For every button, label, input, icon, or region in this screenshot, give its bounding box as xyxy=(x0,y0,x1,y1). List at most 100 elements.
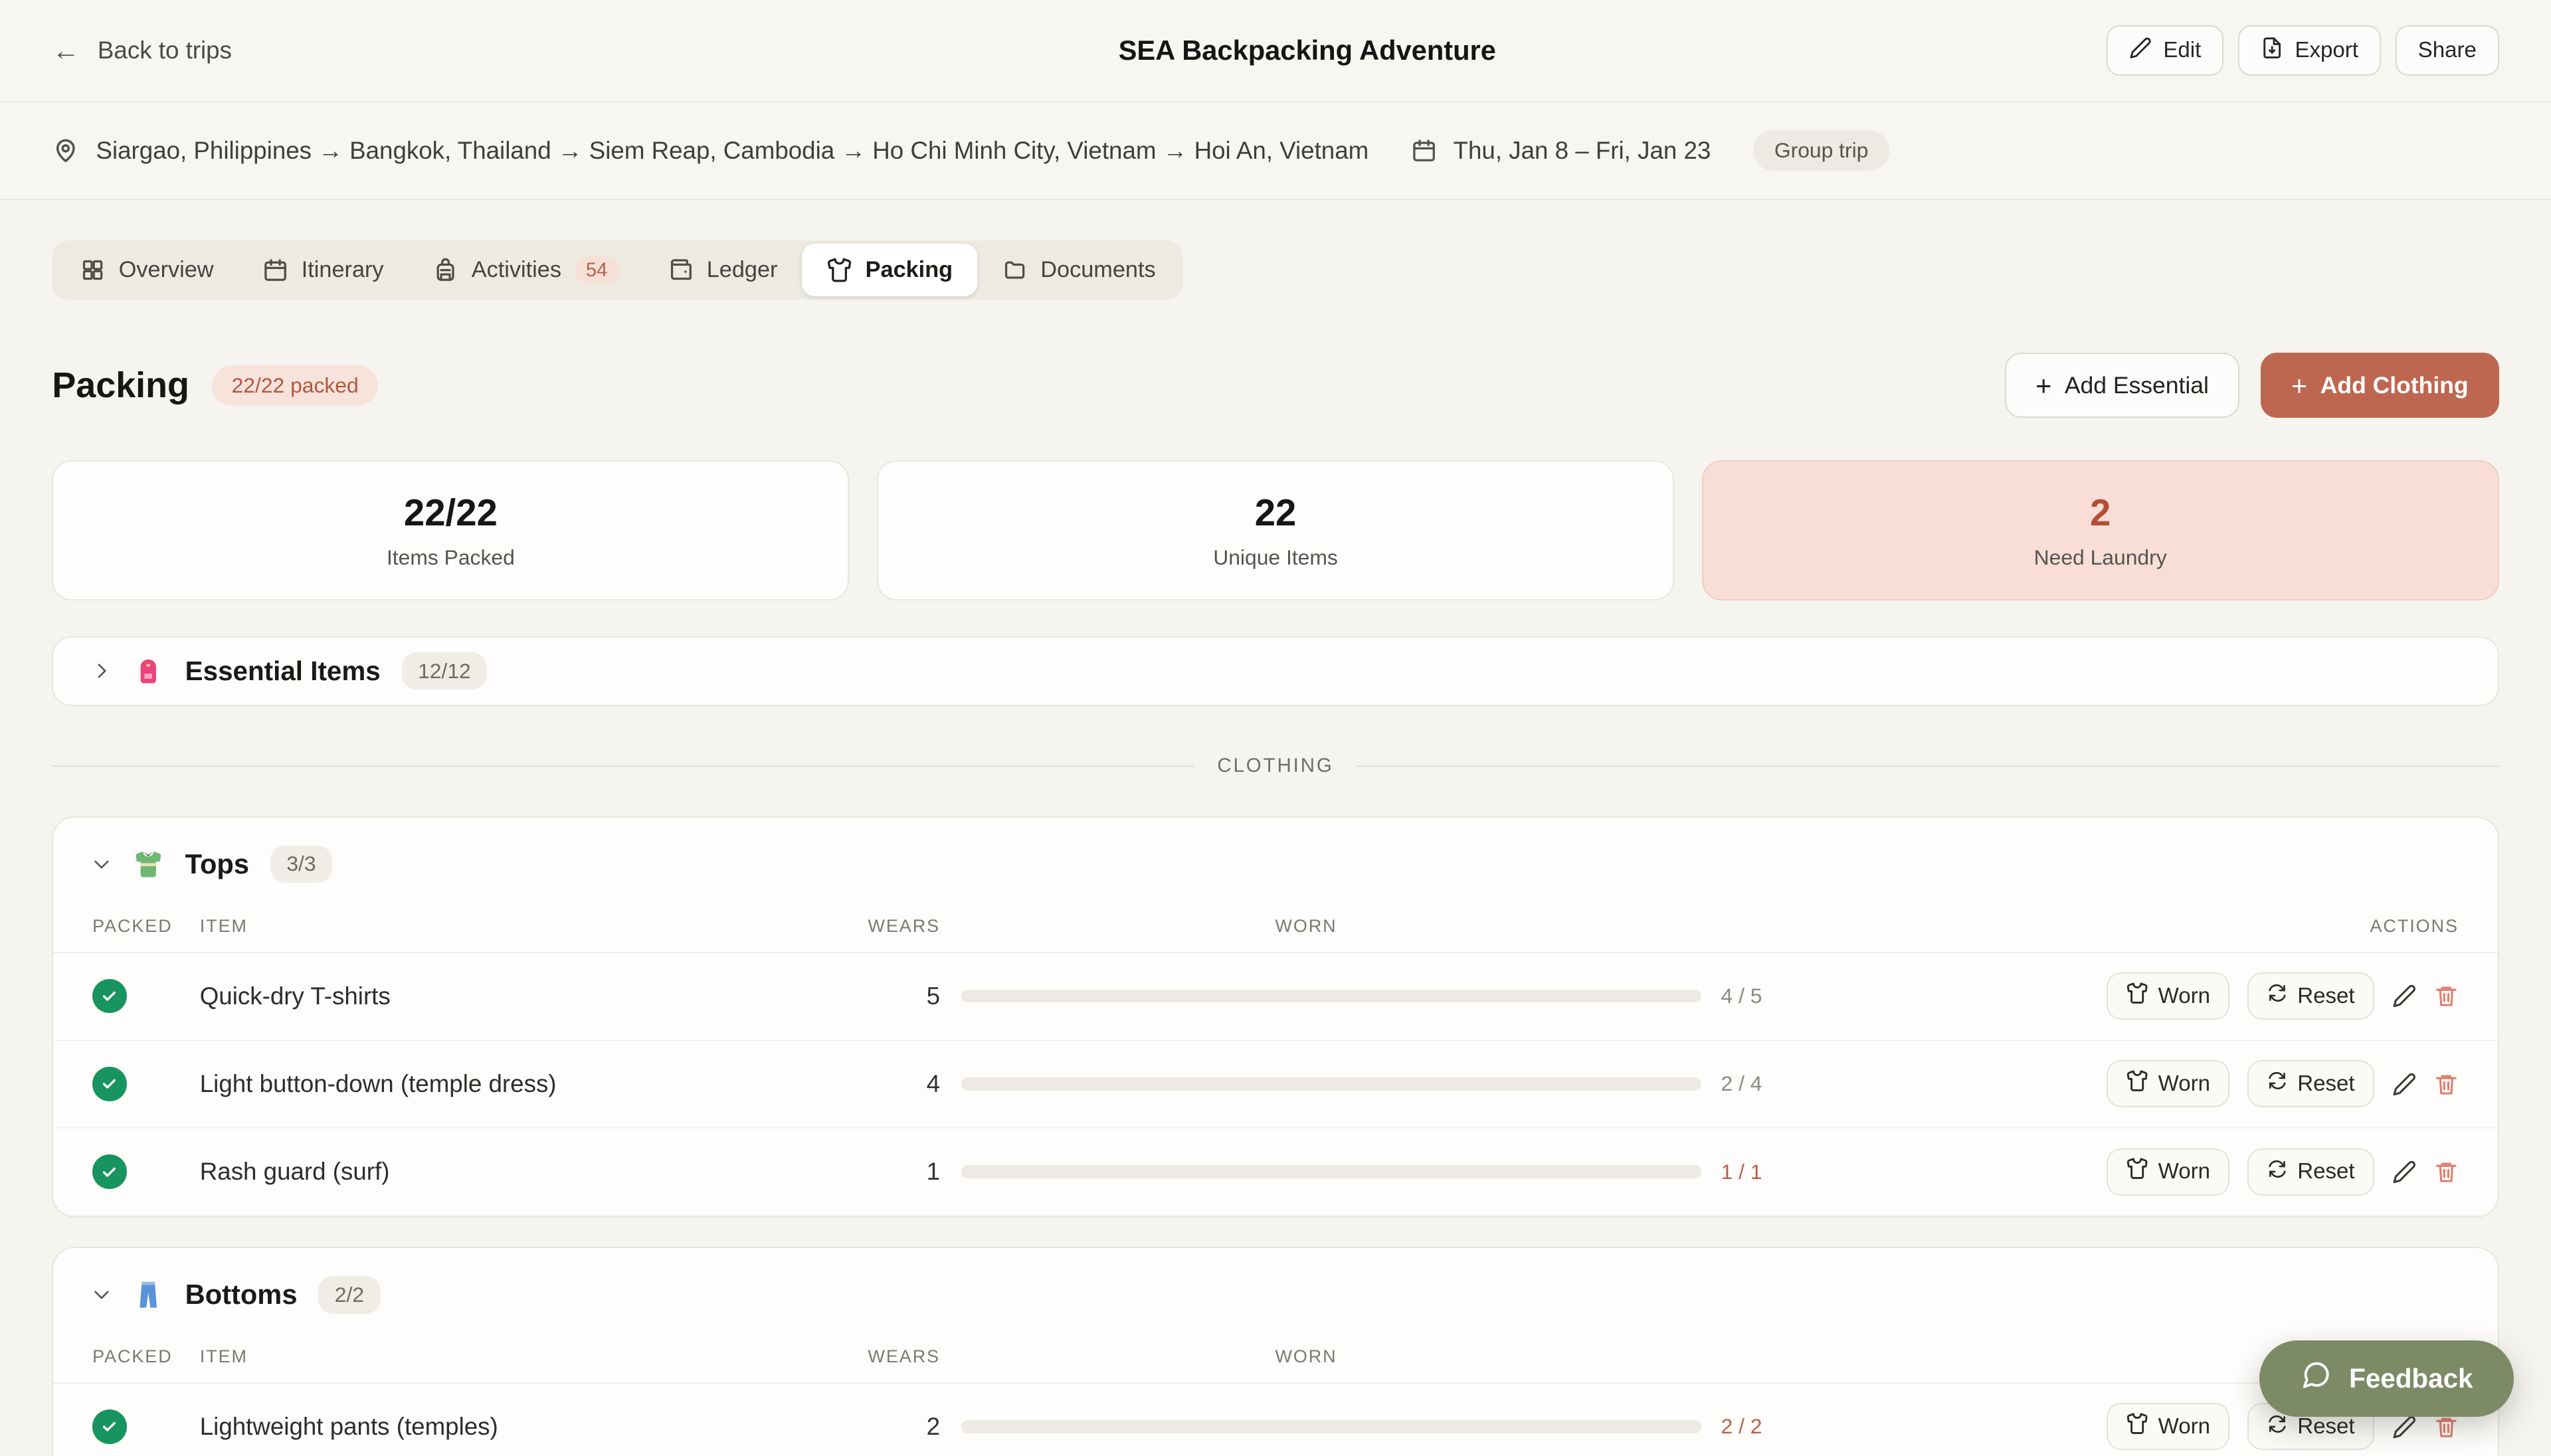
stat-label: Unique Items xyxy=(1213,545,1338,569)
worn-button[interactable]: Worn xyxy=(2106,1403,2229,1451)
export-button[interactable]: Export xyxy=(2238,25,2381,76)
edit-item-button[interactable] xyxy=(2392,1160,2417,1184)
tab-itinerary[interactable]: Itinerary xyxy=(238,244,408,296)
tab-label: Itinerary xyxy=(301,257,384,283)
delete-item-button[interactable] xyxy=(2434,1160,2459,1184)
column-header-packed: PACKED xyxy=(92,915,173,936)
clothing-group-header[interactable]: Tops 3/3 xyxy=(53,818,2497,901)
grid-icon xyxy=(80,257,106,283)
worn-button[interactable]: Worn xyxy=(2106,972,2229,1020)
tab-activities[interactable]: Activities 54 xyxy=(408,244,643,296)
reset-button-label: Reset xyxy=(2297,1159,2355,1184)
plus-icon: + xyxy=(2035,369,2052,401)
refresh-icon xyxy=(2267,982,2288,1010)
stat-value: 22 xyxy=(1254,491,1297,533)
packing-item-row: Rash guard (surf) 1 1 / 1 Worn Reset xyxy=(53,1129,2498,1217)
reset-button-label: Reset xyxy=(2297,983,2355,1008)
column-header-worn: WORN xyxy=(1275,915,1337,936)
chevron-down-icon xyxy=(91,1284,112,1305)
calendar-icon xyxy=(262,257,288,283)
page-head-actions: + Add Essential + Add Clothing xyxy=(2004,353,2499,418)
worn-progress-track xyxy=(961,1165,1702,1178)
packed-checkbox[interactable] xyxy=(92,1067,127,1101)
feedback-label: Feedback xyxy=(2349,1363,2473,1394)
trip-route: Siargao, Philippines → Bangkok, Thailand… xyxy=(52,137,1369,165)
clothing-group-bottoms: Bottoms 2/2 PACKED ITEM WEARS WORN ACTIO… xyxy=(52,1247,2499,1456)
edit-item-button[interactable] xyxy=(2392,984,2417,1008)
group-title: Tops xyxy=(185,848,250,879)
trip-thumbnail xyxy=(1055,29,1099,72)
group-rows: Lightweight pants (temples) 2 2 / 2 Worn… xyxy=(53,1384,2497,1456)
item-name: Rash guard (surf) xyxy=(199,1158,390,1186)
item-name: Light button-down (temple dress) xyxy=(199,1069,557,1097)
add-clothing-label: Add Clothing xyxy=(2320,371,2469,399)
worn-progress-track xyxy=(961,989,1702,1003)
packed-checkbox[interactable] xyxy=(92,1410,127,1444)
back-to-trips-link[interactable]: ← Back to trips xyxy=(52,35,232,66)
tab-packing[interactable]: Packing xyxy=(802,244,977,296)
share-label: Share xyxy=(2417,38,2477,63)
tab-ledger[interactable]: Ledger xyxy=(643,244,802,296)
clothing-group-tops: Tops 3/3 PACKED ITEM WEARS WORN ACTIONS … xyxy=(52,816,2499,1218)
packed-checkbox[interactable] xyxy=(92,1154,127,1189)
worn-progress-track xyxy=(961,1420,1702,1433)
reset-button[interactable]: Reset xyxy=(2247,1148,2374,1196)
chat-bubble-icon xyxy=(2301,1360,2332,1398)
reset-button[interactable]: Reset xyxy=(2247,972,2374,1020)
delete-item-button[interactable] xyxy=(2434,1072,2459,1097)
worn-button-label: Worn xyxy=(2158,1071,2210,1096)
top-bar-actions: Edit Export Share xyxy=(2107,25,2499,76)
packing-item-row: Lightweight pants (temples) 2 2 / 2 Worn… xyxy=(53,1384,2497,1456)
tab-overview[interactable]: Overview xyxy=(55,244,238,296)
wallet-icon xyxy=(668,257,694,283)
edit-item-button[interactable] xyxy=(2392,1415,2417,1439)
essential-items-group[interactable]: Essential Items 12/12 xyxy=(52,636,2499,706)
column-header-item: ITEM xyxy=(199,915,248,936)
group-count-badge: 2/2 xyxy=(318,1275,381,1314)
worn-fraction: 2 / 2 xyxy=(1721,1414,1762,1439)
chevron-down-icon xyxy=(91,854,112,875)
packing-item-row: Quick-dry T-shirts 5 4 / 5 Worn Reset xyxy=(53,953,2498,1041)
tab-label: Packing xyxy=(865,257,953,283)
tab-label: Overview xyxy=(118,257,214,283)
column-header-packed: PACKED xyxy=(92,1346,173,1367)
column-header-wears: WEARS xyxy=(868,915,941,936)
add-essential-button[interactable]: + Add Essential xyxy=(2004,353,2239,418)
backpack-icon xyxy=(432,257,458,283)
tshirt-icon xyxy=(2126,1157,2148,1186)
worn-progress-cell: 1 / 1 xyxy=(940,1160,1786,1184)
packing-page: Packing 22/22 packed + Add Essential + A… xyxy=(0,353,2551,1456)
edit-button[interactable]: Edit xyxy=(2107,25,2224,76)
delete-item-button[interactable] xyxy=(2434,984,2459,1008)
tab-documents[interactable]: Documents xyxy=(977,244,1181,296)
file-export-icon xyxy=(2261,37,2283,65)
reset-button-label: Reset xyxy=(2297,1413,2355,1439)
column-header-actions: ACTIONS xyxy=(2370,915,2459,936)
stat-card-unique-items: 22 Unique Items xyxy=(877,460,1675,600)
packed-count-badge: 22/22 packed xyxy=(212,365,379,407)
tab-label: Documents xyxy=(1040,257,1156,283)
stat-value: 2 xyxy=(2089,491,2111,533)
item-name: Lightweight pants (temples) xyxy=(199,1412,498,1440)
reset-button[interactable]: Reset xyxy=(2247,1060,2374,1108)
item-name: Quick-dry T-shirts xyxy=(199,982,391,1010)
share-button[interactable]: Share xyxy=(2395,25,2499,76)
worn-button-label: Worn xyxy=(2158,1159,2210,1184)
route-text: Siargao, Philippines → Bangkok, Thailand… xyxy=(96,136,1369,164)
feedback-button[interactable]: Feedback xyxy=(2259,1340,2514,1417)
delete-item-button[interactable] xyxy=(2434,1415,2459,1439)
calendar-icon xyxy=(1411,137,1437,163)
worn-button[interactable]: Worn xyxy=(2106,1148,2229,1196)
trip-dates: Thu, Jan 8 – Fri, Jan 23 xyxy=(1411,137,1711,165)
refresh-icon xyxy=(2267,1070,2288,1097)
edit-item-button[interactable] xyxy=(2392,1072,2417,1097)
column-header-worn: WORN xyxy=(1275,1346,1337,1367)
group-count-badge: 3/3 xyxy=(270,845,333,883)
row-actions: Worn Reset xyxy=(1786,1148,2459,1196)
worn-button[interactable]: Worn xyxy=(2106,1060,2229,1108)
packed-checkbox[interactable] xyxy=(92,978,127,1014)
trip-meta-bar: Siargao, Philippines → Bangkok, Thailand… xyxy=(0,102,2551,201)
clothing-group-header[interactable]: Bottoms 2/2 xyxy=(53,1248,2497,1331)
page-title: Packing xyxy=(52,365,189,406)
add-clothing-button[interactable]: + Add Clothing xyxy=(2260,353,2499,418)
